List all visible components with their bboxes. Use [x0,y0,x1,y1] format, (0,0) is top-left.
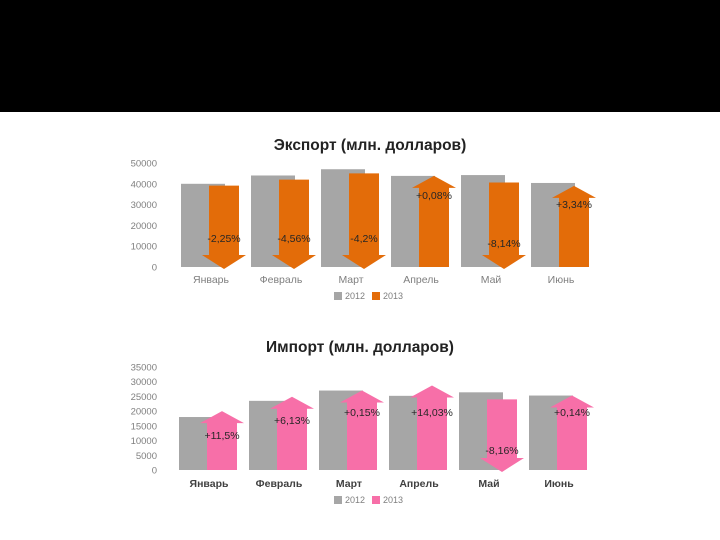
export-category-label: Июнь [548,274,575,286]
import-ytick-label: 10000 [131,436,157,447]
export-bar-2013 [552,185,596,267]
export-category-label: Апрель [403,274,439,286]
export-legend-swatch-2012 [334,292,342,300]
import-bar-2013 [340,390,384,470]
export-ytick-label: 40000 [131,179,157,190]
export-bar-2013 [272,179,316,269]
export-category-label: Март [338,274,363,286]
export-category-label: Май [481,274,502,286]
import-ytick-label: 35000 [131,363,157,374]
import-ytick-label: 5000 [136,451,157,462]
export-ytick-label: 0 [152,263,157,274]
import-chart-title: Импорт (млн. долларов) [266,339,454,356]
import-category-label: Апрель [399,478,439,490]
export-legend-label-2012: 2012 [345,291,365,301]
export-bar-2013 [342,173,386,269]
import-legend-swatch-2012 [334,496,342,504]
import-bar-2013 [270,396,314,470]
export-category-label: Январь [193,274,230,286]
export-legend-swatch-2013 [372,292,380,300]
export-change-label: -4,2% [350,233,377,245]
title-band [0,0,720,112]
import-change-label: +0,14% [554,407,590,419]
export-change-label: +3,34% [556,199,592,211]
export-change-label: -2,25% [207,233,240,245]
import-change-label: +11,5% [204,430,239,442]
import-bar-2013 [480,399,524,472]
import-category-label: Май [478,478,499,490]
export-bar-2013 [482,182,526,269]
import-ytick-label: 25000 [131,392,157,403]
import-legend-label-2013: 2013 [383,495,403,505]
export-legend-label-2013: 2013 [383,291,403,301]
import-bar-2013 [200,411,244,470]
import-ytick-label: 20000 [131,407,157,418]
export-ytick-label: 30000 [131,200,157,211]
import-change-label: +14,03% [411,407,453,419]
import-ytick-label: 0 [152,466,157,477]
export-ytick-label: 50000 [131,159,157,170]
export-change-label: +0,08% [416,190,452,202]
import-category-label: Январь [190,478,229,490]
export-ytick-label: 20000 [131,221,157,232]
export-bar-2013 [412,175,456,267]
import-category-label: Июнь [544,478,574,490]
export-category-label: Февраль [260,274,303,286]
export-ytick-label: 10000 [131,242,157,253]
import-ytick-label: 30000 [131,377,157,388]
export-change-label: -8,14% [487,238,520,250]
export-chart-title: Экспорт (млн. долларов) [274,137,467,154]
export-change-label: -4,56% [277,233,310,245]
import-category-label: Март [336,478,362,490]
import-change-label: +0,15% [344,407,380,419]
import-bar-2013 [550,395,594,470]
export-bar-2013 [202,185,246,269]
import-ytick-label: 15000 [131,421,157,432]
import-legend-swatch-2013 [372,496,380,504]
import-change-label: +6,13% [274,415,310,427]
import-legend-label-2012: 2012 [345,495,365,505]
import-bar-2013 [410,385,454,470]
import-category-label: Февраль [256,478,303,490]
import-change-label: -8,16% [485,445,518,457]
